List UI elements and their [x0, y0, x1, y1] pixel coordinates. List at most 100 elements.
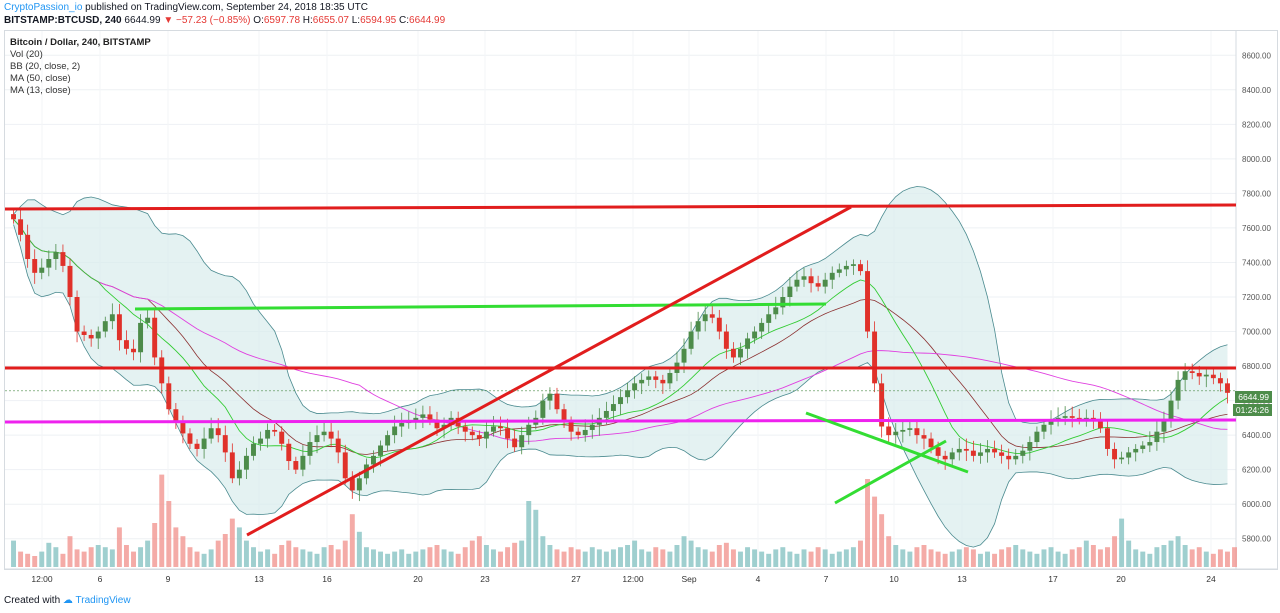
candle-body: [526, 424, 532, 436]
candle-body: [187, 433, 193, 444]
legend-item-ma13[interactable]: MA (13, close): [10, 85, 71, 96]
y-tick-label: 7200.00: [1242, 293, 1271, 302]
candle-body: [1182, 371, 1188, 380]
candle-body: [1210, 374, 1216, 379]
candle-body: [335, 438, 341, 453]
volume-bar: [371, 549, 376, 567]
volume-bar: [977, 553, 983, 567]
candle-body: [575, 431, 581, 436]
tradingview-brand[interactable]: TradingView: [75, 595, 131, 606]
volume-bar: [766, 553, 772, 567]
volume-bar: [610, 549, 616, 567]
volume-bar: [138, 547, 144, 567]
candle-body: [956, 448, 962, 453]
candle-body: [1147, 442, 1153, 446]
x-tick-label: 20: [413, 574, 423, 584]
candle-body: [342, 452, 348, 479]
volume-bar: [363, 547, 369, 567]
candle-body: [667, 372, 673, 384]
volume-bar: [709, 551, 715, 567]
candle-body: [547, 393, 553, 401]
green-horizontal-line: [134, 302, 827, 311]
volume-bar: [886, 536, 892, 567]
volume-bar: [109, 549, 115, 567]
candle-body: [1175, 379, 1181, 401]
x-tick-label: 12:00: [31, 574, 53, 584]
candle-body: [603, 410, 609, 418]
legend-item-ma50[interactable]: MA (50, close): [10, 73, 71, 84]
candle-body: [399, 423, 405, 427]
volume-bar: [102, 547, 108, 567]
volume-bar: [660, 549, 666, 567]
volume-bar: [349, 514, 355, 567]
volume-bar: [88, 547, 94, 567]
volume-bar: [399, 549, 405, 567]
x-tick-label: 4: [756, 574, 761, 584]
candle-body: [1196, 372, 1202, 377]
volume-bar: [1140, 551, 1146, 567]
author-link[interactable]: CryptoPassion_io: [4, 2, 83, 13]
volume-bar: [236, 527, 242, 567]
legend-item-bb[interactable]: BB (20, close, 2): [10, 61, 81, 72]
volume-bar: [25, 553, 31, 567]
candle-body: [723, 331, 729, 349]
candle-body: [434, 419, 440, 429]
volume-bar: [596, 549, 602, 567]
candle-body: [356, 478, 362, 491]
volume-bar: [582, 551, 588, 567]
volume-bar: [893, 545, 899, 567]
volume-bar: [843, 549, 849, 567]
open-label: O:: [253, 15, 264, 26]
candle-body: [1069, 416, 1075, 418]
volume-bar: [1196, 547, 1202, 567]
volume-bar: [942, 553, 948, 567]
volume-bar: [653, 547, 659, 567]
candle-body: [808, 276, 814, 284]
tradingview-logo-icon: ☁: [62, 595, 73, 606]
y-tick-label: 7400.00: [1242, 258, 1271, 267]
x-tick-label: 27: [571, 574, 581, 584]
volume-bar: [187, 547, 193, 567]
volume-bar: [505, 547, 511, 567]
countdown-label: 01:24:26: [1232, 404, 1272, 416]
volume-bar: [519, 540, 525, 567]
candle-body: [286, 443, 292, 462]
last-price-label: 6644.99: [1235, 391, 1272, 403]
volume-bar: [378, 551, 384, 567]
volume-bar: [1055, 551, 1061, 567]
candle-body: [1062, 416, 1068, 418]
volume-bar: [131, 551, 136, 567]
volume-bar: [1161, 545, 1167, 567]
candle-body: [745, 338, 751, 349]
candle-body: [1126, 452, 1132, 458]
candle-body: [498, 426, 503, 429]
volume-bar: [1013, 545, 1019, 567]
candle-body: [46, 259, 52, 268]
volume-bar: [540, 536, 546, 567]
volume-bar: [1147, 553, 1153, 567]
volume-bar: [1105, 547, 1110, 567]
legend-item-vol[interactable]: Vol (20): [10, 49, 43, 60]
symbol-line: BITSTAMP:BTCUSD, 240 6644.99 ▼ −57.23 (−…: [4, 15, 445, 26]
candle-body: [914, 428, 920, 436]
candle-body: [1048, 421, 1054, 425]
volume-bar: [808, 551, 814, 567]
volume-bar: [1225, 551, 1230, 567]
volume-bar: [738, 551, 743, 567]
volume-bar: [335, 549, 341, 567]
candle-body: [829, 272, 835, 280]
high-label: H:: [302, 15, 313, 26]
candle-body: [681, 348, 687, 363]
volume-bar: [985, 551, 990, 567]
volume-bar: [900, 549, 906, 567]
volume-bar: [159, 474, 165, 567]
candle-body: [928, 438, 934, 448]
candle-body: [610, 404, 616, 411]
candle-body: [512, 438, 518, 448]
volume-bar: [970, 549, 976, 567]
volume-bar: [681, 536, 687, 567]
volume-bar: [1119, 518, 1125, 567]
y-tick-label: 7600.00: [1242, 224, 1271, 233]
candle-body: [1041, 424, 1047, 432]
